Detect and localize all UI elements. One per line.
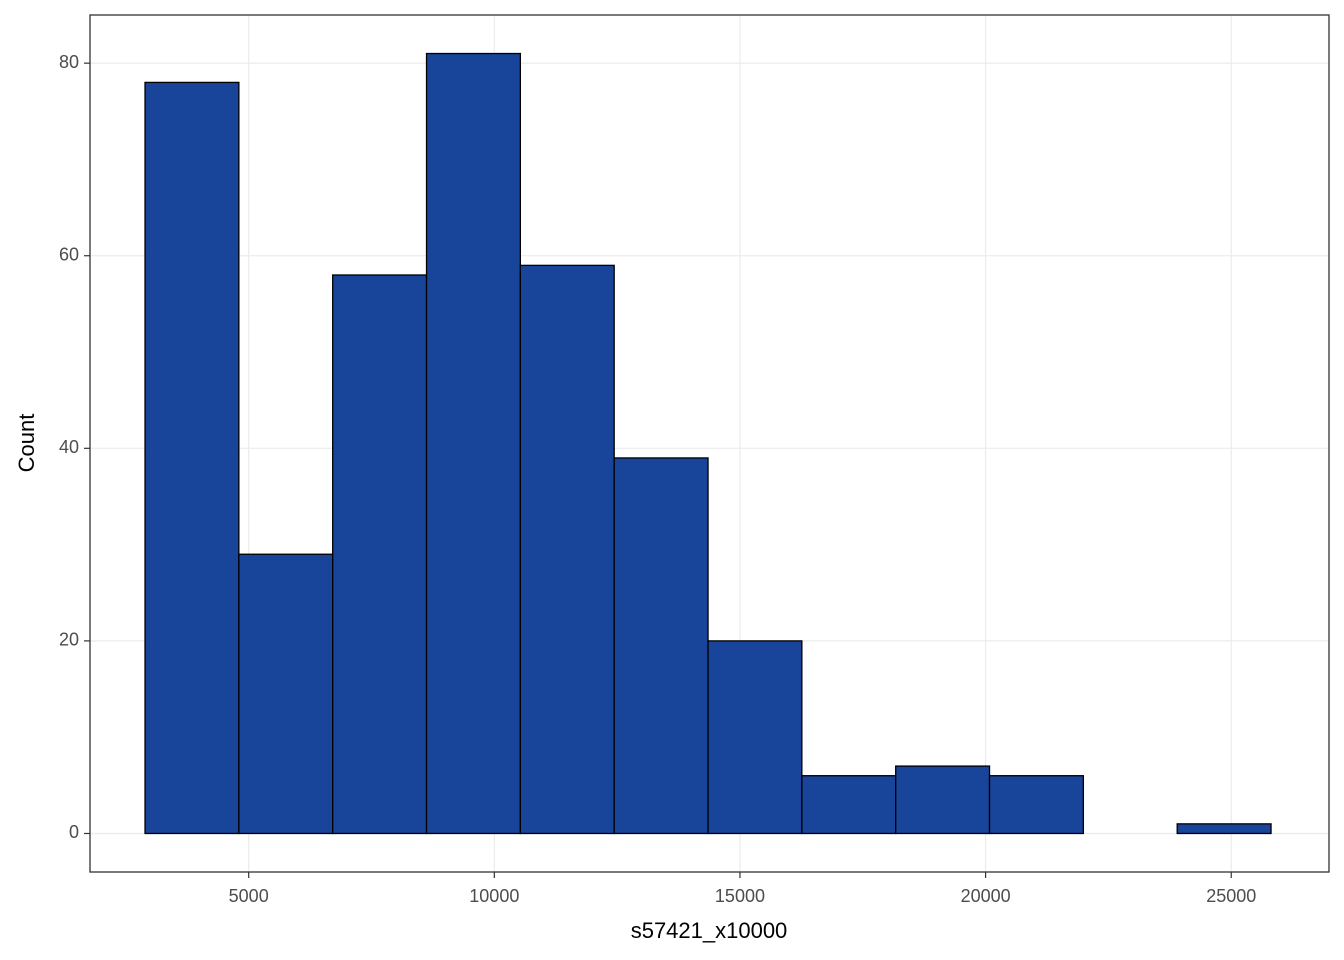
x-tick-label: 15000	[715, 886, 765, 906]
y-tick-label: 60	[59, 244, 79, 264]
x-tick-label: 20000	[961, 886, 1011, 906]
y-tick-label: 40	[59, 437, 79, 457]
bar	[332, 274, 428, 835]
bar	[144, 81, 240, 835]
x-tick-label: 5000	[229, 886, 269, 906]
x-tick-label: 10000	[469, 886, 519, 906]
bar	[238, 553, 334, 835]
x-tick-label: 25000	[1206, 886, 1256, 906]
x-axis-title: s57421_x10000	[631, 918, 788, 943]
bar	[1176, 823, 1272, 835]
y-tick-label: 0	[69, 822, 79, 842]
bar	[425, 52, 522, 835]
y-tick-label: 20	[59, 630, 79, 650]
bar	[988, 775, 1085, 835]
bar	[613, 457, 709, 835]
bar	[519, 264, 615, 835]
panel-border	[89, 14, 1330, 873]
bar	[801, 775, 897, 835]
bar	[707, 640, 803, 835]
y-tick-label: 80	[59, 52, 79, 72]
y-axis-title: Count	[14, 414, 39, 473]
bar	[895, 765, 991, 835]
